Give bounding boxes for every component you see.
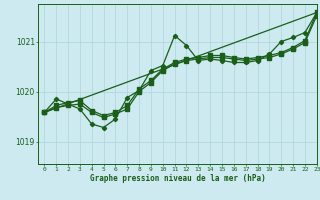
X-axis label: Graphe pression niveau de la mer (hPa): Graphe pression niveau de la mer (hPa) — [90, 174, 266, 183]
